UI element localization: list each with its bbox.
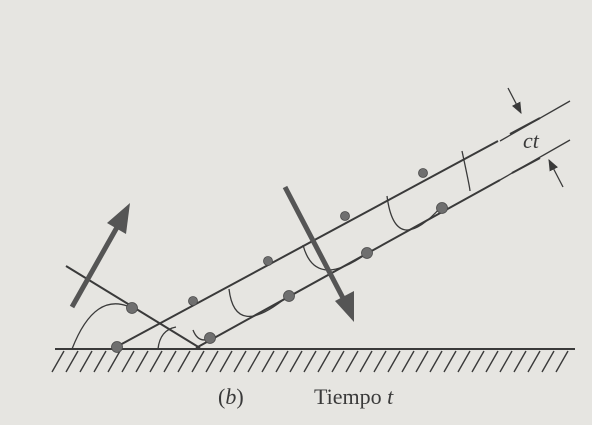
hatch-line xyxy=(93,350,107,373)
hatch-line xyxy=(233,350,247,373)
source-dot xyxy=(126,302,138,314)
hatch-line xyxy=(499,350,513,373)
hatch-line xyxy=(149,350,163,373)
hatch-line xyxy=(471,350,485,373)
wavelet-arc xyxy=(71,303,133,350)
huygens-wavelets xyxy=(71,150,471,350)
hatch-line xyxy=(415,350,429,373)
hatch-line xyxy=(121,350,135,373)
hatch-line xyxy=(401,350,415,373)
source-dot xyxy=(263,256,273,266)
hatch-line xyxy=(317,350,331,373)
source-dot xyxy=(418,168,428,178)
reflecting-surface xyxy=(51,348,575,373)
source-dot xyxy=(204,332,216,344)
hatch-line xyxy=(373,350,387,373)
distance-label: ct xyxy=(523,128,540,153)
panel-label: (b) xyxy=(218,384,244,409)
hatch-line xyxy=(135,350,149,373)
dimension-extension-line xyxy=(499,139,571,181)
source-dot xyxy=(188,296,198,306)
hatch-line xyxy=(555,350,569,373)
hatch-line xyxy=(429,350,443,373)
reflected-wavefront-inner xyxy=(195,179,501,349)
hatch-line xyxy=(527,350,541,373)
wavelet-sources xyxy=(111,168,448,353)
source-dot xyxy=(283,290,295,302)
hatch-line xyxy=(457,350,471,373)
ct-dimension xyxy=(499,87,571,188)
reflected-direction-arrow xyxy=(282,185,354,322)
hatch-line xyxy=(65,350,79,373)
reflected-wavefront-outer xyxy=(117,140,499,347)
hatch-line xyxy=(443,350,457,373)
dimension-arrow-top xyxy=(507,87,522,115)
hatch-line xyxy=(541,350,555,373)
hatch-line xyxy=(359,350,373,373)
dimension-extension-line xyxy=(499,100,571,142)
wavelet-arc xyxy=(157,326,177,350)
source-dot xyxy=(361,247,373,259)
hatch-line xyxy=(387,350,401,373)
dimension-arrow-bottom xyxy=(548,158,564,188)
hatch-line xyxy=(485,350,499,373)
hatch-line xyxy=(163,350,177,373)
hatch-line xyxy=(513,350,527,373)
incident-direction-arrow xyxy=(69,203,130,309)
source-dot xyxy=(111,341,123,353)
source-dot xyxy=(340,211,350,221)
hatch-line xyxy=(275,350,289,373)
time-caption: Tiempo t xyxy=(314,384,394,409)
wavelet-arc xyxy=(228,288,289,317)
hatch-line xyxy=(191,350,205,373)
figure-caption: (b) Tiempo t xyxy=(0,384,592,414)
hatch-line xyxy=(79,350,93,373)
hatch-line xyxy=(219,350,233,373)
wavelet-arc xyxy=(461,150,471,192)
source-dot xyxy=(436,202,448,214)
hatch-line xyxy=(331,350,345,373)
hatch-line xyxy=(205,350,219,373)
hatch-line xyxy=(303,350,317,373)
wavelet-arc xyxy=(302,244,367,271)
hatch-line xyxy=(345,350,359,373)
hatch-line xyxy=(177,350,191,373)
surface-hatching xyxy=(51,350,569,373)
wavelet-arc xyxy=(386,195,442,231)
hatch-line xyxy=(107,350,121,373)
hatch-line xyxy=(51,350,65,373)
hatch-line xyxy=(247,350,261,373)
hatch-line xyxy=(261,350,275,373)
hatch-line xyxy=(289,350,303,373)
